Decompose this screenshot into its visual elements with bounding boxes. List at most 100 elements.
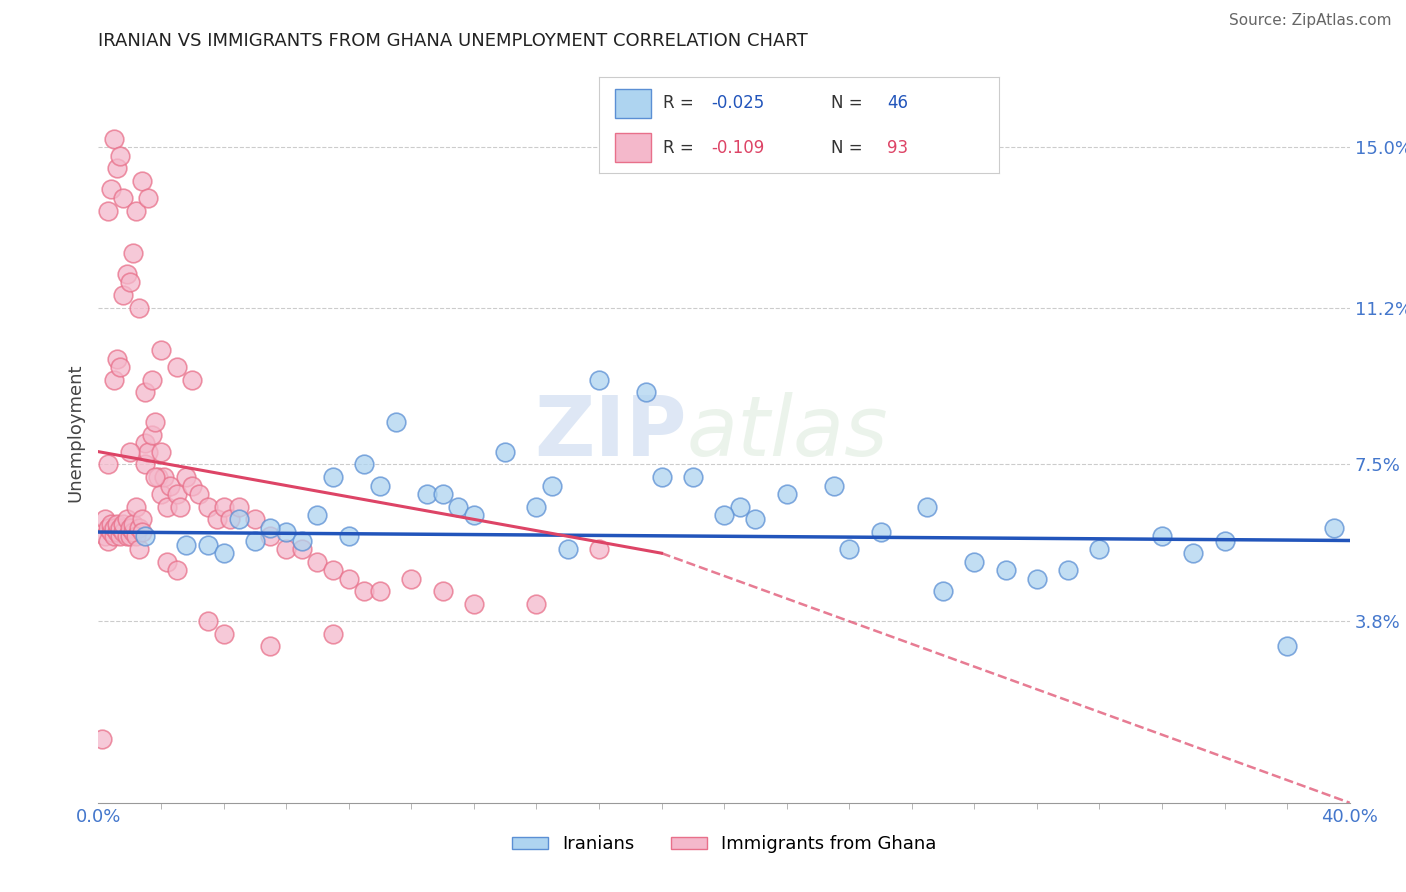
Point (526, 500, 548, 514)
Point (1182, 546, 1205, 560)
Point (97, 458, 120, 472)
Point (110, 148, 132, 162)
Point (181, 373, 204, 387)
Point (212, 546, 235, 560)
Point (243, 512, 266, 526)
Point (103, 521, 125, 535)
Point (90, 732, 112, 747)
Point (143, 470, 166, 484)
Point (125, 203, 148, 218)
Point (121, 245, 143, 260)
Point (1088, 541, 1111, 556)
Point (197, 500, 219, 514)
Point (156, 500, 179, 514)
Point (337, 572, 360, 586)
Point (141, 427, 163, 442)
Point (368, 584, 391, 599)
Text: IRANIAN VS IMMIGRANTS FROM GHANA UNEMPLOYMENT CORRELATION CHART: IRANIAN VS IMMIGRANTS FROM GHANA UNEMPLO… (98, 32, 808, 50)
Point (121, 524, 143, 539)
Point (494, 444, 516, 458)
Legend: Iranians, Immigrants from Ghana: Iranians, Immigrants from Ghana (505, 828, 943, 861)
Text: atlas: atlas (686, 392, 889, 473)
Point (307, 555, 329, 569)
Point (1150, 529, 1173, 543)
Point (128, 521, 150, 535)
Point (1057, 563, 1080, 577)
Point (169, 500, 191, 514)
Point (131, 174, 153, 188)
Point (174, 470, 197, 484)
Point (112, 288, 135, 302)
Point (197, 614, 219, 628)
Point (322, 626, 344, 640)
Point (128, 541, 150, 556)
Point (156, 555, 179, 569)
Point (307, 508, 329, 522)
Point (112, 524, 135, 539)
Point (105, 516, 128, 531)
Point (650, 470, 672, 484)
Point (353, 584, 375, 599)
Point (105, 351, 128, 366)
Point (1213, 533, 1236, 548)
Point (291, 533, 314, 548)
Point (110, 521, 132, 535)
Point (115, 529, 138, 543)
Point (134, 529, 156, 543)
Point (166, 359, 188, 374)
Point (588, 541, 610, 556)
Point (1026, 572, 1049, 586)
Point (432, 487, 454, 501)
Point (463, 508, 485, 522)
Point (141, 373, 163, 387)
Point (187, 487, 209, 501)
Point (110, 529, 132, 543)
Point (212, 626, 235, 640)
Point (118, 521, 141, 535)
Point (526, 597, 548, 611)
Point (228, 512, 250, 526)
Point (134, 385, 156, 400)
Point (416, 487, 439, 501)
Point (994, 563, 1017, 577)
Point (1277, 640, 1299, 654)
Point (682, 470, 704, 484)
Point (713, 508, 735, 522)
Point (776, 487, 799, 501)
Point (932, 584, 955, 599)
Point (197, 538, 219, 552)
Point (100, 182, 122, 196)
Point (105, 524, 128, 539)
Point (166, 563, 188, 577)
Point (110, 359, 132, 374)
Point (103, 529, 125, 543)
Point (166, 487, 188, 501)
Point (115, 512, 138, 526)
Point (218, 512, 240, 526)
Point (115, 267, 138, 281)
Point (963, 555, 986, 569)
Point (97, 203, 120, 218)
Point (823, 478, 845, 492)
Point (634, 385, 657, 400)
Point (118, 276, 141, 290)
Point (131, 512, 153, 526)
Point (112, 516, 135, 531)
Point (353, 458, 375, 472)
Point (103, 131, 125, 145)
Point (588, 373, 610, 387)
Point (869, 524, 891, 539)
Point (384, 415, 406, 429)
Y-axis label: Unemployment: Unemployment (66, 363, 84, 502)
Point (228, 500, 250, 514)
Point (541, 478, 564, 492)
Point (463, 597, 485, 611)
Point (243, 533, 266, 548)
Point (121, 516, 143, 531)
Point (153, 470, 176, 484)
Point (259, 529, 281, 543)
Text: ZIP: ZIP (534, 392, 686, 473)
Point (432, 584, 454, 599)
Point (103, 373, 125, 387)
Point (138, 444, 160, 458)
